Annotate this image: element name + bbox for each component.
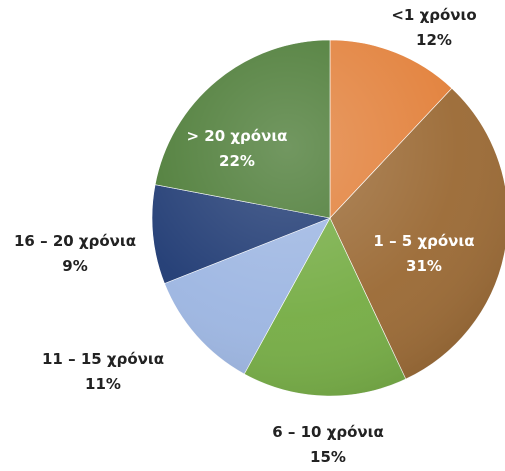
slice-label-1: 1 – 5 χρόνια: [373, 232, 474, 250]
slice-value-label-0: 12%: [416, 31, 452, 49]
slice-value-label-4: 9%: [62, 257, 87, 275]
slice-value-label-1: 31%: [406, 257, 442, 275]
slice-value-label-3: 11%: [85, 375, 121, 393]
slice-label-4: 16 – 20 χρόνια: [14, 232, 136, 250]
slice-label-0: <1 χρόνιο: [391, 6, 476, 24]
slice-label-2: 6 – 10 χρόνια: [272, 423, 384, 441]
slice-label-5: > 20 χρόνια: [187, 127, 288, 145]
slice-value-label-5: 22%: [219, 152, 255, 170]
pie-slices: [151, 39, 505, 397]
slice-label-3: 11 – 15 χρόνια: [42, 350, 164, 368]
pie-labels: <1 χρόνιο 12% 1 – 5 χρόνια 31% 6 – 10 χρόνια…: [14, 6, 477, 466]
slice-value-label-2: 15%: [310, 448, 346, 466]
